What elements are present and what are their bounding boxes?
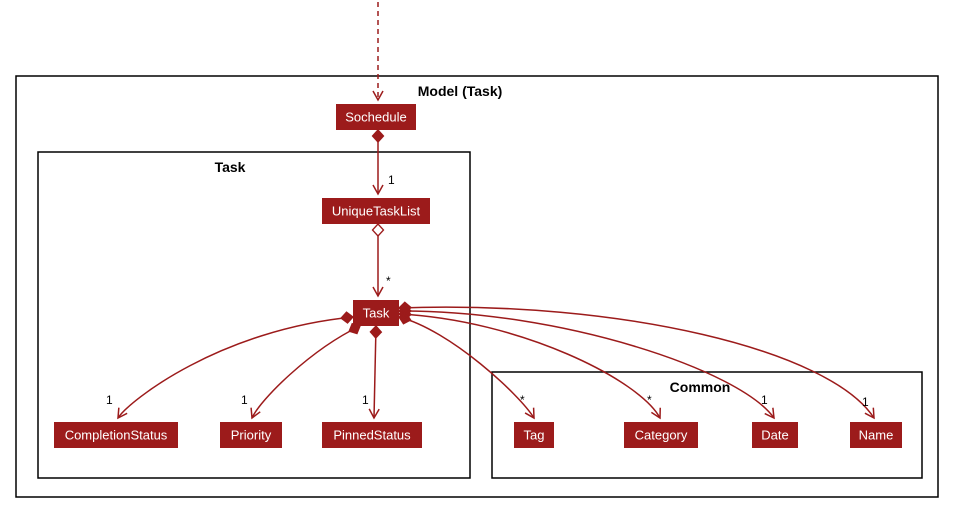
node-uniquetasklist: UniqueTaskList [322,198,430,224]
container-label: Model (Task) [418,83,503,99]
multiplicity-label: * [520,393,525,407]
container-label: Task [215,159,246,175]
node-category: Category [624,422,698,448]
node-label: Date [761,427,788,442]
multiplicity-label: * [647,393,652,407]
node-date: Date [752,422,798,448]
node-name: Name [850,422,902,448]
node-label: Sochedule [345,109,406,124]
uml-diagram: Model (Task) Task Common 1 * 1 1 1 * * 1 1 Sochedule… [0,0,956,515]
multiplicity-label: 1 [362,393,369,407]
multiplicity-label: 1 [388,173,395,187]
node-label: CompletionStatus [65,427,168,442]
node-pinnedstatus: PinnedStatus [322,422,422,448]
node-priority: Priority [220,422,282,448]
node-label: Priority [231,427,272,442]
multiplicity-label: * [386,274,391,288]
node-task: Task [353,300,399,326]
container-label: Common [670,379,731,395]
multiplicity-label: 1 [241,393,248,407]
node-label: Category [635,427,688,442]
multiplicity-label: 1 [761,393,768,407]
node-tag: Tag [514,422,554,448]
node-label: Tag [524,427,545,442]
node-label: Name [859,427,894,442]
node-label: UniqueTaskList [332,203,421,218]
node-label: Task [363,305,390,320]
node-label: PinnedStatus [333,427,411,442]
multiplicity-label: 1 [862,395,869,409]
multiplicity-label: 1 [106,393,113,407]
node-sochedule: Sochedule [336,104,416,130]
node-completionstatus: CompletionStatus [54,422,178,448]
